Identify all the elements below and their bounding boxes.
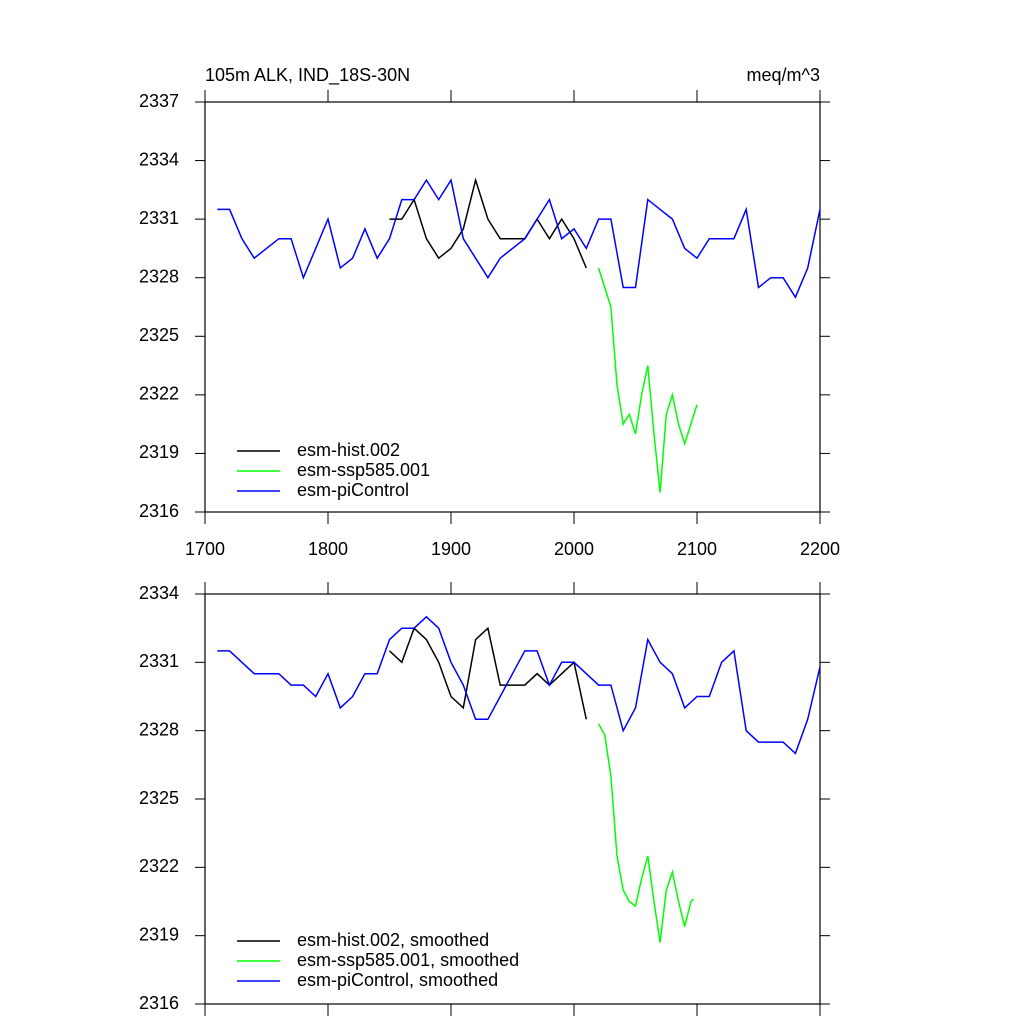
legend-label: esm-hist.002, smoothed (297, 930, 489, 950)
y-tick-label: 2322 (139, 856, 179, 876)
y-tick-label: 2316 (139, 993, 179, 1013)
y-tick-label: 2319 (139, 442, 179, 462)
y-tick-label: 2328 (139, 719, 179, 739)
y-tick-label: 2328 (139, 266, 179, 286)
y-tick-label: 2316 (139, 501, 179, 521)
units-label: meq/m^3 (747, 65, 820, 85)
y-tick-label: 2325 (139, 325, 179, 345)
x-tick-label: 1900 (431, 539, 471, 559)
x-tick-label: 1800 (308, 539, 348, 559)
x-tick-label: 1700 (185, 539, 225, 559)
y-tick-label: 2331 (139, 651, 179, 671)
legend-label: esm-ssp585.001, smoothed (297, 950, 519, 970)
series-line (597, 723, 694, 943)
y-tick-label: 2334 (139, 149, 179, 169)
y-tick-label: 2337 (139, 91, 179, 111)
chart-title: 105m ALK, IND_18S-30N (205, 65, 410, 86)
series-line (388, 626, 588, 720)
series-line (389, 177, 587, 269)
y-tick-label: 2325 (139, 788, 179, 808)
y-tick-label: 2334 (139, 583, 179, 603)
y-tick-label: 2319 (139, 924, 179, 944)
series-line (217, 178, 821, 299)
series-line (217, 615, 821, 755)
legend-label: esm-hist.002 (297, 440, 400, 460)
y-tick-label: 2322 (139, 384, 179, 404)
x-tick-label: 2000 (554, 539, 594, 559)
x-tick-label: 2100 (677, 539, 717, 559)
y-tick-label: 2331 (139, 208, 179, 228)
plot-frame (204, 101, 821, 513)
legend-label: esm-piControl, smoothed (297, 970, 498, 990)
legend-label: esm-piControl (297, 480, 409, 500)
series-line (597, 267, 698, 493)
x-tick-label: 2200 (800, 539, 840, 559)
legend-label: esm-ssp585.001 (297, 460, 430, 480)
